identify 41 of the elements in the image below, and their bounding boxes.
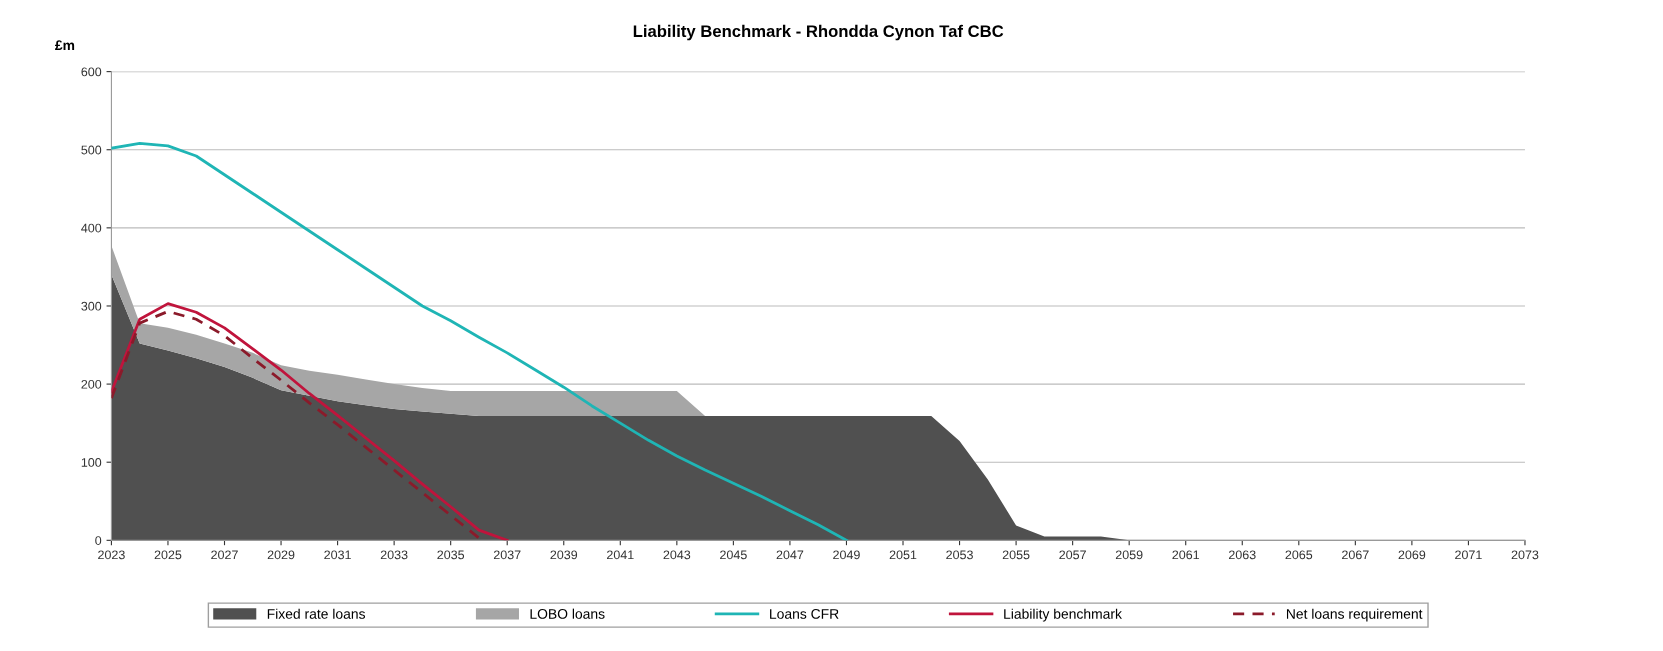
- x-tick-label: 2051: [889, 550, 917, 560]
- x-tick-label: 2035: [437, 550, 465, 560]
- x-tick-label: 2053: [946, 550, 973, 560]
- x-tick-label: 2057: [1059, 550, 1086, 560]
- legend-label: Liability benchmark: [1004, 608, 1122, 622]
- x-tick-label: 2071: [1455, 550, 1482, 560]
- x-tick-label: 2061: [1172, 550, 1200, 560]
- x-tick-label: 2031: [324, 550, 351, 560]
- x-tick-label: 2043: [663, 550, 691, 560]
- y-tick-label: 200: [81, 379, 102, 389]
- x-tick-label: 2039: [550, 550, 578, 560]
- line-series: [111, 142, 848, 541]
- x-tick-label: 2049: [833, 550, 860, 560]
- y-tick-label: 100: [81, 458, 102, 467]
- legend-label: Net loans requirement: [1286, 608, 1423, 622]
- x-tick-label: 2045: [720, 550, 747, 560]
- y-tick-label: 300: [81, 301, 102, 311]
- x-tick-label: 2041: [607, 550, 634, 560]
- x-tick-label: 2027: [211, 550, 238, 560]
- y-tick-label: 600: [81, 67, 102, 77]
- x-tick-label: 2069: [1398, 550, 1426, 560]
- x-tick-label: 2065: [1285, 550, 1313, 560]
- y-axis-title: £m: [55, 40, 75, 50]
- x-tick-label: 2033: [380, 550, 408, 560]
- legend-label: Fixed rate loans: [267, 608, 366, 619]
- x-tick-label: 2055: [1002, 550, 1030, 560]
- y-tick-label: 500: [81, 145, 102, 155]
- legend-label: Loans CFR: [770, 608, 839, 619]
- x-tick-label: 2063: [1228, 550, 1256, 560]
- x-tick-label: 2067: [1342, 550, 1369, 560]
- x-tick-label: 2059: [1115, 550, 1143, 560]
- x-tick-label: 2023: [98, 550, 125, 560]
- legend-label: LOBO loans: [530, 608, 605, 619]
- x-tick-label: 2029: [267, 550, 295, 560]
- x-tick-label: 2073: [1511, 550, 1539, 560]
- y-tick-label: 0: [95, 536, 102, 545]
- y-tick-label: 400: [81, 223, 102, 233]
- x-tick-label: 2025: [154, 550, 182, 560]
- x-tick-label: 2047: [776, 550, 804, 560]
- chart-title: Liability Benchmark - Rhondda Cynon Taf CBC: [633, 24, 1004, 41]
- x-tick-label: 2037: [493, 550, 521, 560]
